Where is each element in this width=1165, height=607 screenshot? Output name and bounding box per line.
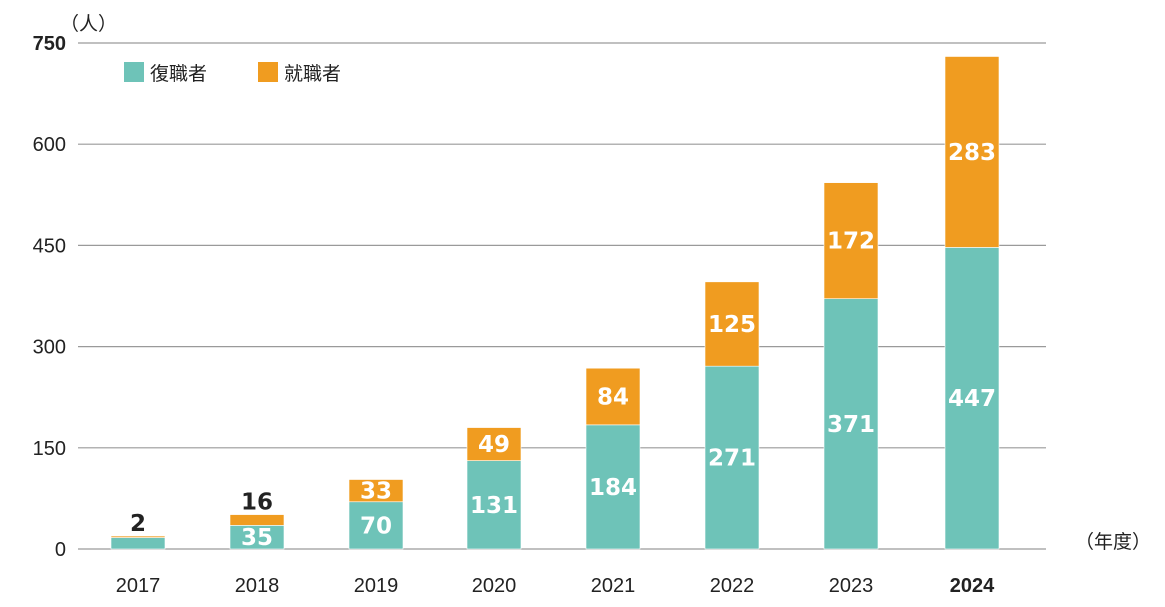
bars	[110, 56, 1000, 550]
y-tick-label: 300	[33, 337, 66, 359]
y-tick-label: 750	[33, 33, 66, 55]
x-tick-label: 2022	[710, 575, 755, 597]
bar-segment	[704, 281, 760, 367]
data-label: 84	[597, 385, 629, 411]
x-tick-label: 2020	[472, 575, 517, 597]
x-tick-label: 2019	[354, 575, 399, 597]
x-tick-label: 2024	[950, 575, 995, 597]
bar-segment	[823, 182, 879, 299]
data-labels: 2 35 16 70 33 131 49 184 84 271 125 371 172 447 283	[130, 140, 996, 551]
bar-segment	[348, 501, 404, 550]
bar-segment	[229, 514, 285, 526]
data-label: 371	[827, 412, 875, 438]
y-unit-label: （人）	[60, 13, 117, 35]
data-label: 271	[708, 446, 756, 472]
bar-segment	[585, 367, 641, 426]
data-label: 131	[470, 493, 518, 519]
data-label: 35	[241, 525, 273, 551]
bar-segment	[944, 56, 1000, 248]
y-tick-label: 150	[33, 438, 66, 460]
axes: 0 150 300 450 600 750 2017 2018 2019 2020 2021 2022…	[33, 33, 995, 597]
bar-segment	[466, 427, 522, 461]
legend-label-shushoku: 就職者	[284, 63, 341, 85]
data-label: 70	[360, 513, 392, 539]
data-label: 283	[948, 140, 996, 166]
y-tick-label: 0	[55, 539, 66, 561]
legend: 復職者 就職者	[124, 62, 341, 85]
data-label: 2	[130, 511, 146, 537]
data-label: 49	[478, 432, 510, 458]
bar-segment	[704, 365, 760, 550]
bar-segment	[110, 535, 166, 538]
y-tick-label: 600	[33, 134, 66, 156]
legend-label-fukushoku: 復職者	[150, 63, 207, 85]
bar-segment	[348, 479, 404, 503]
data-label: 33	[360, 479, 392, 505]
x-unit-label: （年度）	[1075, 531, 1151, 553]
grid-lines	[78, 42, 1046, 550]
bar-segment	[823, 298, 879, 550]
data-label: 172	[827, 229, 875, 255]
x-tick-label: 2021	[591, 575, 636, 597]
data-label: 184	[589, 475, 637, 501]
legend-swatch-shushoku	[258, 62, 278, 82]
x-tick-label: 2017	[116, 575, 161, 597]
y-tick-label: 450	[33, 235, 66, 257]
bar-segment	[944, 247, 1000, 550]
x-tick-label: 2023	[829, 575, 874, 597]
data-label: 16	[241, 490, 273, 516]
x-tick-label: 2018	[235, 575, 280, 597]
data-label: 447	[948, 386, 996, 412]
legend-swatch-fukushoku	[124, 62, 144, 82]
bar-segment	[110, 537, 166, 550]
data-label: 125	[708, 312, 756, 338]
